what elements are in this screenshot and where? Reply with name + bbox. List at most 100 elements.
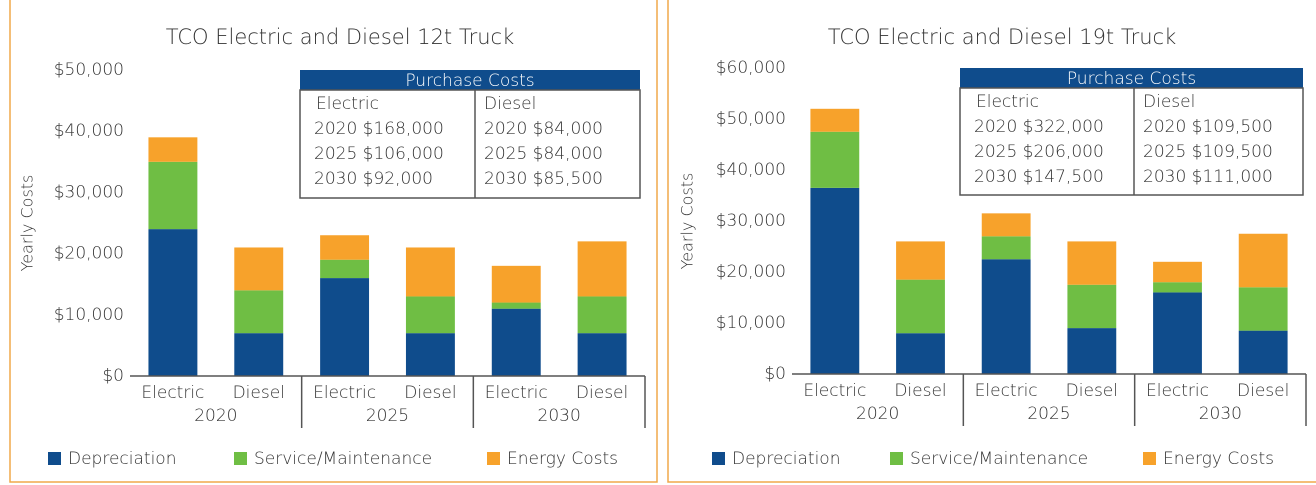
bar-segment bbox=[810, 108, 860, 132]
x-tick-label: Diesel bbox=[233, 383, 285, 403]
table-title: Purchase Costs bbox=[405, 71, 534, 91]
x-group-label: 2030 bbox=[538, 406, 581, 426]
bar-segment bbox=[234, 290, 284, 334]
bar-segment bbox=[491, 308, 541, 376]
bar-segment bbox=[1238, 287, 1288, 331]
table-cell: 2020 $168,000 bbox=[314, 119, 444, 139]
x-group-label: 2020 bbox=[194, 406, 237, 426]
bar-segment bbox=[1067, 284, 1117, 329]
panel-frame bbox=[667, 0, 1316, 483]
bar-segment bbox=[577, 296, 627, 334]
legend-swatch bbox=[234, 452, 247, 465]
bar-segment bbox=[148, 229, 198, 376]
table-cell: 2025 $109,500 bbox=[1143, 142, 1273, 162]
bar-segment bbox=[981, 259, 1031, 374]
x-tick-label: Diesel bbox=[404, 383, 456, 403]
table-column-header: Electric bbox=[316, 94, 379, 114]
table-body bbox=[299, 89, 641, 199]
y-tick-label: $50,000 bbox=[54, 60, 124, 80]
bar-segment bbox=[320, 278, 370, 376]
panel-frame bbox=[9, 0, 658, 483]
table-column-header: Diesel bbox=[484, 94, 536, 114]
bar-segment bbox=[320, 235, 370, 260]
legend-label: Energy Costs bbox=[507, 449, 618, 469]
legend-swatch bbox=[712, 452, 725, 465]
bar-segment bbox=[234, 247, 284, 291]
bar-segment bbox=[1238, 233, 1288, 288]
bar-segment bbox=[896, 279, 945, 334]
bar-segment bbox=[1153, 292, 1202, 374]
bar-segment bbox=[577, 241, 627, 297]
table-title: Purchase Costs bbox=[1067, 69, 1196, 89]
y-tick-label: $0 bbox=[102, 366, 124, 386]
bar-segment bbox=[577, 333, 627, 376]
bar-segment bbox=[1238, 330, 1288, 374]
bar-segment bbox=[1153, 282, 1202, 293]
legend-swatch bbox=[1143, 452, 1156, 465]
y-tick-label: $50,000 bbox=[716, 109, 786, 129]
y-axis-title: Yearly Costs bbox=[18, 175, 37, 272]
bar-segment bbox=[405, 247, 455, 297]
y-tick-label: $20,000 bbox=[716, 262, 786, 282]
legend-label: Energy Costs bbox=[1163, 449, 1274, 469]
legend-swatch bbox=[48, 452, 61, 465]
table-body bbox=[959, 87, 1304, 196]
x-tick-label: Diesel bbox=[1237, 381, 1289, 401]
table-cell: 2030 $147,500 bbox=[974, 167, 1104, 187]
table-cell: 2030 $92,000 bbox=[314, 169, 433, 189]
table-cell: 2020 $84,000 bbox=[484, 119, 603, 139]
bar-segment bbox=[148, 161, 198, 230]
bar-segment bbox=[491, 302, 541, 309]
x-group-label: 2025 bbox=[366, 406, 409, 426]
x-tick-label: Electric bbox=[313, 383, 376, 403]
table-header-bg bbox=[960, 68, 1303, 88]
chart-title: TCO Electric and Diesel 19t Truck bbox=[828, 25, 1176, 49]
table-cell: 2025 $84,000 bbox=[484, 144, 603, 164]
y-tick-label: $0 bbox=[764, 364, 786, 384]
x-tick-label: Diesel bbox=[894, 381, 946, 401]
y-tick-label: $20,000 bbox=[54, 244, 124, 264]
bar-segment bbox=[234, 333, 284, 376]
bar-segment bbox=[1067, 328, 1117, 374]
bar-segment bbox=[405, 333, 455, 376]
bar-segment bbox=[810, 187, 860, 374]
bar-segment bbox=[981, 236, 1031, 260]
y-axis-title: Yearly Costs bbox=[678, 173, 697, 270]
legend-swatch bbox=[487, 452, 500, 465]
y-tick-label: $30,000 bbox=[54, 182, 124, 202]
x-tick-label: Electric bbox=[141, 383, 204, 403]
x-tick-label: Electric bbox=[803, 381, 866, 401]
chart-title: TCO Electric and Diesel 12t Truck bbox=[166, 25, 514, 49]
x-tick-label: Electric bbox=[975, 381, 1038, 401]
legend-label: Service/Maintenance bbox=[910, 449, 1088, 469]
table-column-header: Diesel bbox=[1143, 92, 1195, 112]
legend-swatch bbox=[890, 452, 903, 465]
bar-segment bbox=[896, 333, 945, 374]
table-header-bg bbox=[300, 70, 640, 90]
x-tick-label: Diesel bbox=[576, 383, 628, 403]
table-cell: 2025 $106,000 bbox=[314, 144, 444, 164]
bar-segment bbox=[810, 131, 860, 188]
bar-segment bbox=[320, 259, 370, 279]
bar-segment bbox=[405, 296, 455, 334]
bar-segment bbox=[896, 241, 945, 280]
bar-segment bbox=[1153, 261, 1202, 283]
table-cell: 2025 $206,000 bbox=[974, 142, 1104, 162]
table-column-header: Electric bbox=[976, 92, 1039, 112]
y-tick-label: $40,000 bbox=[54, 121, 124, 141]
x-group-label: 2025 bbox=[1027, 404, 1070, 424]
table-cell: 2020 $109,500 bbox=[1143, 117, 1273, 137]
legend-label: Service/Maintenance bbox=[254, 449, 432, 469]
y-tick-label: $30,000 bbox=[716, 211, 786, 231]
x-group-label: 2030 bbox=[1199, 404, 1242, 424]
x-group-label: 2020 bbox=[856, 404, 899, 424]
table-cell: 2030 $85,500 bbox=[484, 169, 603, 189]
table-cell: 2030 $111,000 bbox=[1143, 167, 1273, 187]
x-tick-label: Electric bbox=[1146, 381, 1209, 401]
bar-segment bbox=[981, 213, 1031, 237]
table-cell: 2020 $322,000 bbox=[974, 117, 1104, 137]
bar-segment bbox=[148, 137, 198, 162]
y-tick-label: $60,000 bbox=[716, 58, 786, 78]
x-tick-label: Diesel bbox=[1066, 381, 1118, 401]
